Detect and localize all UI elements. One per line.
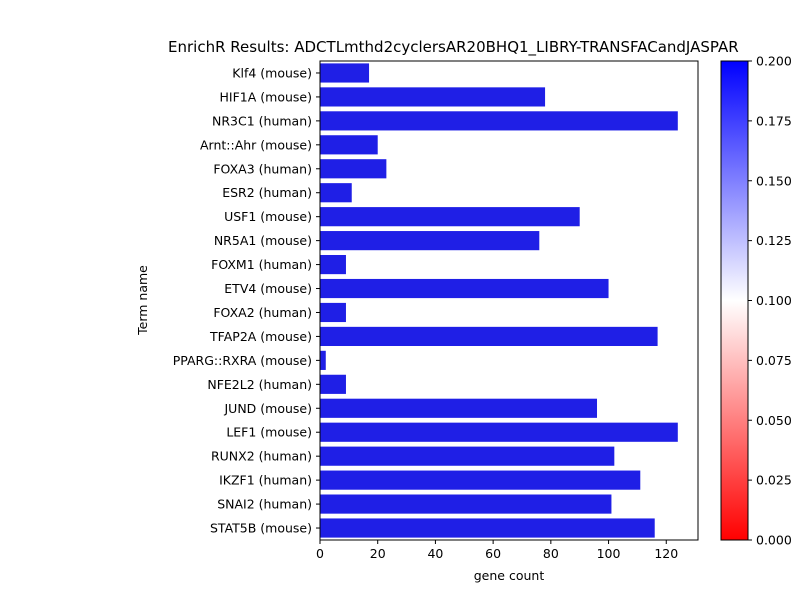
bar bbox=[320, 470, 641, 490]
bar bbox=[320, 63, 370, 83]
bar bbox=[320, 111, 678, 131]
y-tick-label: ESR2 (human) bbox=[222, 185, 312, 200]
y-tick-label: HIF1A (mouse) bbox=[220, 89, 312, 104]
x-axis-label: gene count bbox=[474, 568, 545, 583]
x-tick-label: 0 bbox=[316, 546, 324, 561]
bar bbox=[320, 87, 546, 107]
plot-frame bbox=[319, 60, 699, 541]
x-tick-label: 80 bbox=[543, 546, 559, 561]
y-tick-label: USF1 (mouse) bbox=[224, 209, 312, 224]
y-tick-label: PPARG::RXRA (mouse) bbox=[173, 353, 312, 368]
y-tick-label: STAT5B (mouse) bbox=[210, 521, 312, 536]
bar bbox=[320, 207, 580, 227]
bar bbox=[320, 183, 352, 203]
y-tick-label: LEF1 (mouse) bbox=[226, 425, 312, 440]
colorbar: 0.000 0.025 0.050 0.075 0.100 0.125 0.150 0.175… bbox=[720, 54, 792, 548]
bars-layer bbox=[320, 63, 678, 538]
bar bbox=[320, 254, 346, 275]
y-tick-label: JUND (mouse) bbox=[224, 401, 313, 416]
bar bbox=[320, 278, 609, 299]
bar bbox=[320, 326, 658, 347]
colorbar-tick-label: 0.150 bbox=[756, 173, 792, 188]
colorbar-tick-label: 0.200 bbox=[756, 54, 792, 69]
bar bbox=[320, 302, 346, 323]
bar bbox=[320, 494, 612, 514]
colorbar-tick-label: 0.075 bbox=[756, 353, 792, 368]
colorbar-tick-label: 0.025 bbox=[756, 473, 792, 488]
y-tick-label: NR3C1 (human) bbox=[212, 113, 312, 128]
x-tick-label: 40 bbox=[427, 546, 443, 561]
y-tick-label: RUNX2 (human) bbox=[211, 449, 312, 464]
colorbar-tick-label: 0.050 bbox=[756, 413, 792, 428]
colorbar-gradient bbox=[720, 60, 749, 541]
y-tick-label: Arnt::Ahr (mouse) bbox=[200, 137, 312, 152]
bar bbox=[320, 446, 615, 466]
x-tick-label: 60 bbox=[485, 546, 501, 561]
chart-title: EnrichR Results: ADCTLmthd2cyclersAR20BH… bbox=[168, 38, 739, 57]
y-tick-label: FOXA2 (human) bbox=[213, 305, 312, 320]
bar bbox=[320, 398, 598, 418]
colorbar-tick-label: 0.175 bbox=[756, 113, 792, 128]
bar bbox=[320, 135, 378, 155]
bar bbox=[320, 231, 540, 251]
x-tick-label: 20 bbox=[370, 546, 386, 561]
y-tick-label: ETV4 (mouse) bbox=[224, 281, 312, 296]
x-tick-label: 100 bbox=[597, 546, 621, 561]
y-tick-label: IKZF1 (human) bbox=[219, 473, 312, 488]
y-tick-label: Klf4 (mouse) bbox=[232, 65, 312, 80]
y-tick-label: NR5A1 (mouse) bbox=[214, 233, 312, 248]
bar bbox=[320, 374, 346, 394]
colorbar-tick-label: 0.000 bbox=[756, 533, 792, 548]
y-tick-label: NFE2L2 (human) bbox=[207, 377, 312, 392]
x-tick-label: 120 bbox=[654, 546, 678, 561]
y-tick-label: SNAI2 (human) bbox=[217, 497, 312, 512]
y-tick-label: FOXM1 (human) bbox=[211, 257, 312, 272]
bar bbox=[320, 518, 655, 538]
y-axis-label: Term name bbox=[135, 265, 150, 336]
bar bbox=[320, 422, 678, 442]
axes-layer: Klf4 (mouse) HIF1A (mouse) NR3C1 (human) Ar… bbox=[173, 60, 699, 561]
y-tick-label: TFAP2A (mouse) bbox=[209, 329, 312, 344]
colorbar-tick-label: 0.100 bbox=[756, 293, 792, 308]
y-tick-label: FOXA3 (human) bbox=[213, 161, 312, 176]
colorbar-tick-label: 0.125 bbox=[756, 233, 792, 248]
bar bbox=[320, 159, 387, 179]
bar bbox=[320, 350, 326, 370]
